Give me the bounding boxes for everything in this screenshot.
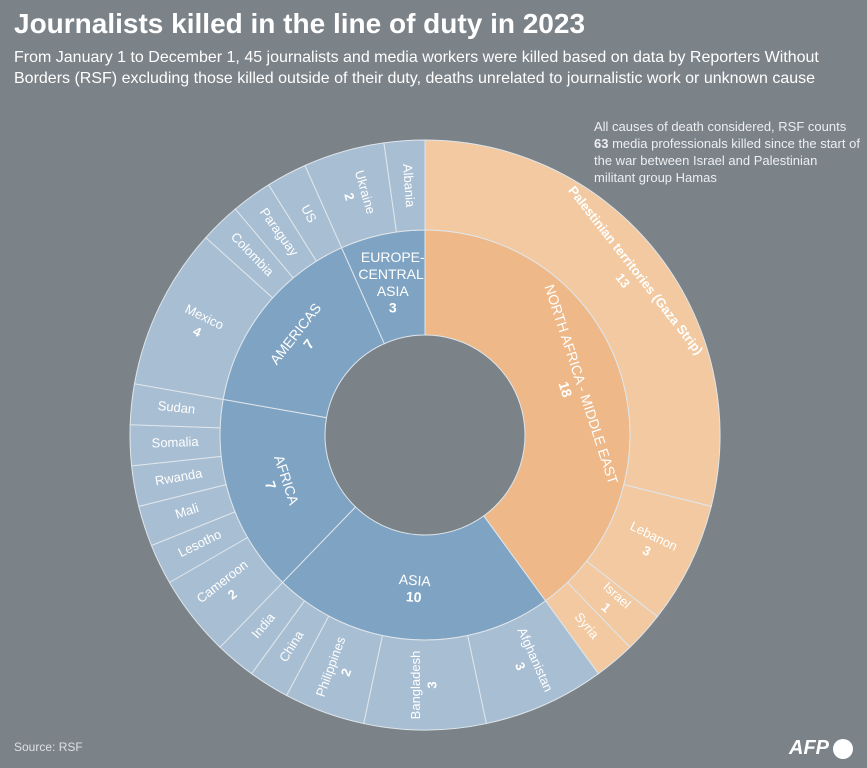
segment-label: Somalia xyxy=(151,434,199,451)
annotation-text: All causes of death considered, RSF coun… xyxy=(594,119,847,134)
logo-text: AFP xyxy=(789,737,829,759)
segment-name-line: Bangladesh xyxy=(408,651,423,720)
segment-value: 3 xyxy=(424,681,439,688)
segment-label: Albania xyxy=(400,163,418,208)
segment-name-line: EUROPE- xyxy=(361,249,425,265)
segment-value: 2 xyxy=(341,191,357,202)
source: Source: RSF xyxy=(14,740,83,754)
segment-name: Mali xyxy=(173,500,200,522)
segment-label: Sudan xyxy=(157,398,196,417)
segment-label: Bangladesh 3 xyxy=(408,651,439,720)
segment-name-line: Mali xyxy=(173,500,200,522)
segment-name: Albania xyxy=(400,163,418,208)
segment-value: 18 xyxy=(556,379,576,399)
segment-label: Mali xyxy=(173,500,200,522)
segment-value: 10 xyxy=(405,588,422,605)
segment-name-line: Sudan xyxy=(157,398,196,417)
segment-name-line: Somalia xyxy=(151,434,199,451)
segment-value: 2 xyxy=(338,666,355,678)
chart-subtitle: From January 1 to December 1, 45 journal… xyxy=(14,49,819,87)
outer-segment xyxy=(383,139,426,233)
segment-name-line: ASIA xyxy=(377,283,410,299)
segment-value: 3 xyxy=(389,300,397,316)
segment-name-line: CENTRAL xyxy=(358,266,427,282)
annotation: All causes of death considered, RSF coun… xyxy=(594,118,862,186)
outer-segment xyxy=(424,139,721,507)
segment-name: Bangladesh xyxy=(408,651,423,720)
chart-title: Journalists killed in the line of duty i… xyxy=(14,8,586,39)
segment-name: Somalia xyxy=(151,434,199,451)
annotation-highlight: 63 xyxy=(594,136,609,151)
segment-name-line: Albania xyxy=(400,163,418,208)
annotation-text: media professionals killed since the sta… xyxy=(594,136,860,185)
segment-name: Sudan xyxy=(157,398,196,417)
segment-name-line: ASIA xyxy=(398,571,432,589)
segment-name: ASIA xyxy=(398,571,432,589)
logo: AFP xyxy=(789,737,853,760)
logo-mark xyxy=(833,738,853,759)
segment-name: EUROPE-CENTRAL ASIA xyxy=(358,249,427,299)
